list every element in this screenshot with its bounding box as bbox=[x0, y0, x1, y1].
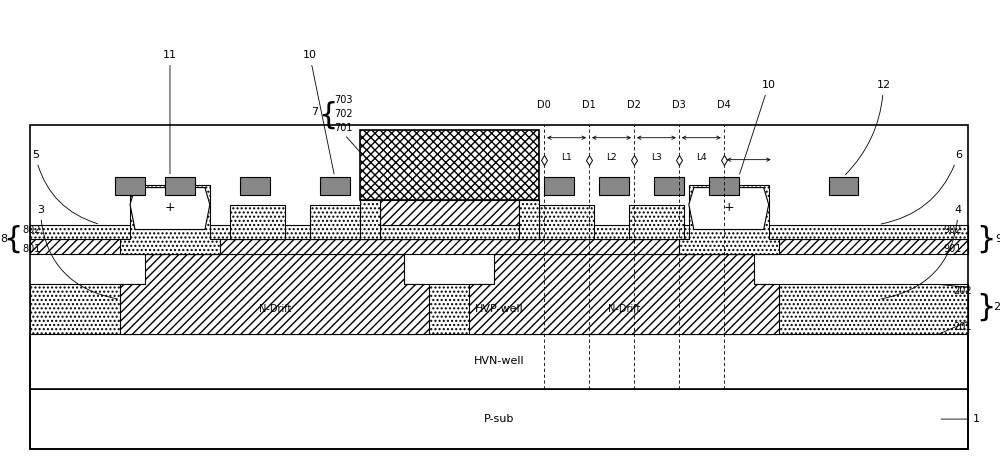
Bar bbox=[30, 389, 968, 449]
Polygon shape bbox=[360, 200, 380, 240]
Polygon shape bbox=[469, 254, 779, 334]
Text: D1: D1 bbox=[582, 100, 596, 110]
Text: +: + bbox=[723, 201, 734, 214]
Text: 703: 703 bbox=[335, 95, 353, 105]
Polygon shape bbox=[679, 185, 779, 254]
Bar bbox=[544, 177, 574, 195]
Text: HVP-well: HVP-well bbox=[475, 304, 524, 314]
Text: 902: 902 bbox=[943, 224, 962, 235]
Text: HVN-well: HVN-well bbox=[474, 356, 525, 366]
Text: 10: 10 bbox=[740, 80, 776, 174]
Bar bbox=[539, 205, 594, 240]
Polygon shape bbox=[130, 188, 210, 230]
Bar bbox=[30, 125, 968, 449]
Text: L1: L1 bbox=[561, 153, 572, 162]
Bar bbox=[30, 240, 968, 254]
Text: D2: D2 bbox=[627, 100, 641, 110]
Bar bbox=[30, 224, 968, 240]
Text: 3: 3 bbox=[37, 205, 117, 299]
Text: 7: 7 bbox=[311, 107, 318, 117]
Text: 11: 11 bbox=[163, 50, 177, 174]
Bar bbox=[629, 205, 684, 240]
Polygon shape bbox=[120, 254, 429, 334]
Bar bbox=[654, 177, 684, 195]
Bar bbox=[599, 177, 629, 195]
Bar bbox=[380, 200, 519, 224]
Text: 2: 2 bbox=[993, 302, 1000, 312]
Text: 1: 1 bbox=[941, 414, 980, 424]
Text: }: } bbox=[977, 292, 996, 321]
Polygon shape bbox=[689, 188, 769, 230]
Text: D0: D0 bbox=[537, 100, 551, 110]
Text: 8: 8 bbox=[0, 235, 7, 245]
Text: 901: 901 bbox=[943, 245, 962, 254]
Bar bbox=[240, 177, 270, 195]
Text: 802: 802 bbox=[22, 224, 41, 235]
Text: N-Drift: N-Drift bbox=[608, 304, 640, 314]
Text: 6: 6 bbox=[881, 150, 962, 224]
Bar bbox=[360, 130, 539, 200]
Text: 702: 702 bbox=[335, 109, 353, 119]
Text: L4: L4 bbox=[696, 153, 707, 162]
Text: }: } bbox=[977, 225, 996, 254]
Bar bbox=[320, 177, 350, 195]
Polygon shape bbox=[120, 185, 220, 254]
Text: 4: 4 bbox=[881, 205, 962, 299]
Text: 5: 5 bbox=[32, 150, 97, 224]
Text: {: { bbox=[4, 225, 23, 254]
Text: D4: D4 bbox=[717, 100, 731, 110]
Text: L2: L2 bbox=[606, 153, 617, 162]
Text: {: { bbox=[318, 100, 337, 129]
Text: 10: 10 bbox=[303, 50, 334, 174]
Bar bbox=[829, 177, 858, 195]
Text: +: + bbox=[165, 201, 175, 214]
Text: N-Drift: N-Drift bbox=[259, 304, 291, 314]
Bar bbox=[30, 285, 968, 334]
Text: D3: D3 bbox=[672, 100, 686, 110]
Text: 9: 9 bbox=[995, 235, 1000, 245]
Bar bbox=[230, 205, 285, 240]
Bar bbox=[115, 177, 145, 195]
Bar bbox=[310, 205, 365, 240]
Polygon shape bbox=[519, 200, 539, 240]
Text: P-sub: P-sub bbox=[484, 414, 514, 424]
Bar bbox=[380, 224, 519, 240]
Text: 801: 801 bbox=[22, 245, 41, 254]
Text: 701: 701 bbox=[335, 123, 353, 133]
Text: 12: 12 bbox=[845, 80, 890, 174]
Text: 202: 202 bbox=[953, 286, 972, 297]
Text: L3: L3 bbox=[651, 153, 662, 162]
Text: 201: 201 bbox=[953, 322, 972, 332]
Bar bbox=[165, 177, 195, 195]
Bar bbox=[30, 334, 968, 389]
Bar bbox=[709, 177, 739, 195]
